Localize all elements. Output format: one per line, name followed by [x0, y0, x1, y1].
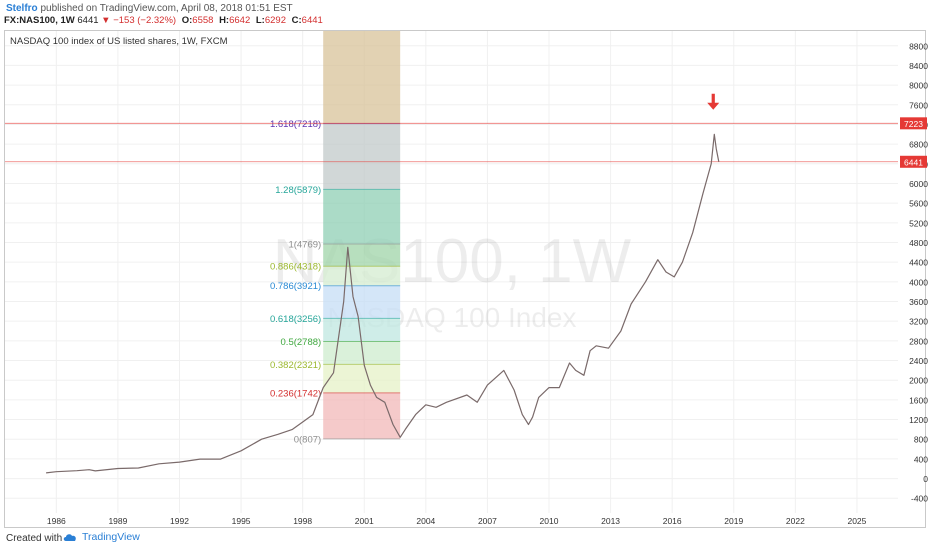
fib-level-label: 0.886(4318)	[270, 262, 321, 273]
y-tick-label: 5600	[909, 199, 928, 209]
fib-level-label: 1.28(5879)	[275, 185, 321, 196]
tradingview-link[interactable]: TradingView	[62, 531, 140, 543]
fib-band	[323, 364, 401, 393]
x-tick-label: 2004	[416, 516, 435, 526]
y-tick-label: 2800	[909, 336, 928, 346]
y-tick-label: 4000	[909, 277, 928, 287]
x-tick-label: 2022	[786, 516, 805, 526]
y-tick-label: 4400	[909, 258, 928, 268]
fib-retracement	[323, 31, 401, 440]
last-price: 6441	[77, 15, 99, 26]
fib-band	[323, 341, 401, 365]
fib-level-label: 1.618(7218)	[270, 119, 321, 130]
x-tick-label: 1986	[47, 516, 66, 526]
x-tick-label: 2016	[663, 516, 682, 526]
symbol-label: FX:NAS100, 1W	[4, 15, 75, 26]
y-tick-label: 5200	[909, 218, 928, 228]
x-tick-label: 1992	[170, 516, 189, 526]
fib-level-label: 0.382(2321)	[270, 360, 321, 371]
fib-band	[323, 123, 401, 190]
x-tick-label: 1998	[293, 516, 312, 526]
y-tick-label: 1200	[909, 415, 928, 425]
y-tick-label: 6800	[909, 140, 928, 150]
ohlc-high-label: H:	[219, 15, 230, 26]
fib-level-label: 1(4769)	[288, 240, 321, 251]
fib-band	[323, 244, 401, 267]
x-tick-label: 2010	[540, 516, 559, 526]
price-tag	[900, 117, 927, 130]
chart-frame	[4, 30, 926, 528]
y-tick-label: 3600	[909, 297, 928, 307]
y-tick-label: 800	[914, 435, 928, 445]
y-tick-label: 400	[914, 454, 928, 464]
y-tick-label: 8800	[909, 41, 928, 51]
x-tick-label: 2007	[478, 516, 497, 526]
cloud-icon	[63, 533, 76, 541]
price-tag-label: 7223	[904, 119, 923, 129]
x-tick-label: 2013	[601, 516, 620, 526]
footer: Created with TradingView	[0, 528, 932, 550]
price-change: −153 (−2.32%)	[113, 15, 177, 26]
x-tick-label: 2001	[355, 516, 374, 526]
x-tick-label: 2019	[724, 516, 743, 526]
x-tick-label: 1995	[232, 516, 251, 526]
tradingview-brand: TradingView	[82, 531, 140, 543]
fib-band	[323, 31, 401, 124]
symbol-line: FX:NAS100, 1W 6441 ▼ −153 (−2.32%) O:655…	[4, 15, 326, 26]
fib-level-label: 0.786(3921)	[270, 281, 321, 292]
publish-line: Stelfro published on TradingView.com, Ap…	[6, 3, 293, 14]
created-with-label: Created with	[6, 533, 63, 544]
fib-level-label: 0(807)	[294, 434, 321, 445]
y-tick-label: 8400	[909, 61, 928, 71]
y-tick-label: -400	[911, 494, 928, 504]
y-tick-label: 0	[923, 474, 928, 484]
down-arrow-icon: ▼	[101, 15, 111, 26]
price-tag-label: 6441	[904, 157, 923, 167]
author-link[interactable]: Stelfro	[6, 3, 38, 14]
fib-band	[323, 392, 401, 439]
ohlc-close-value: 6441	[301, 15, 323, 26]
y-tick-label: 2000	[909, 376, 928, 386]
x-tick-label: 1989	[108, 516, 127, 526]
price-series-line	[46, 133, 720, 474]
y-tick-label: 1600	[909, 395, 928, 405]
x-tick-label: 2025	[847, 516, 866, 526]
y-tick-label: 6000	[909, 179, 928, 189]
fib-band	[323, 318, 401, 342]
fib-level-label: 0.236(1742)	[270, 388, 321, 399]
chart-header: Stelfro published on TradingView.com, Ap…	[0, 0, 932, 30]
y-tick-label: 7600	[909, 100, 928, 110]
fib-band	[323, 189, 401, 245]
y-tick-label: 4800	[909, 238, 928, 248]
ohlc-open-label: O:	[181, 15, 193, 26]
y-tick-label: 3200	[909, 317, 928, 327]
fib-level-label: 0.618(3256)	[270, 314, 321, 325]
fib-band	[323, 285, 401, 319]
chart-title: NASDAQ 100 index of US listed shares, 1W…	[10, 36, 228, 47]
fib-level-label: 0.5(2788)	[281, 337, 322, 348]
fib-band	[323, 266, 401, 286]
ohlc-low-value: 6292	[264, 15, 286, 26]
price-tag	[900, 155, 927, 168]
y-tick-label: 2400	[909, 356, 928, 366]
ohlc-high-value: 6642	[229, 15, 251, 26]
ohlc-open-value: 6558	[192, 15, 214, 26]
ohlc-close-label: C:	[291, 15, 302, 26]
down-arrow-icon	[707, 93, 720, 110]
y-tick-label: 8000	[909, 81, 928, 91]
published-text: published on TradingView.com, April 08, …	[37, 3, 293, 14]
ohlc-low-label: L:	[255, 15, 265, 26]
